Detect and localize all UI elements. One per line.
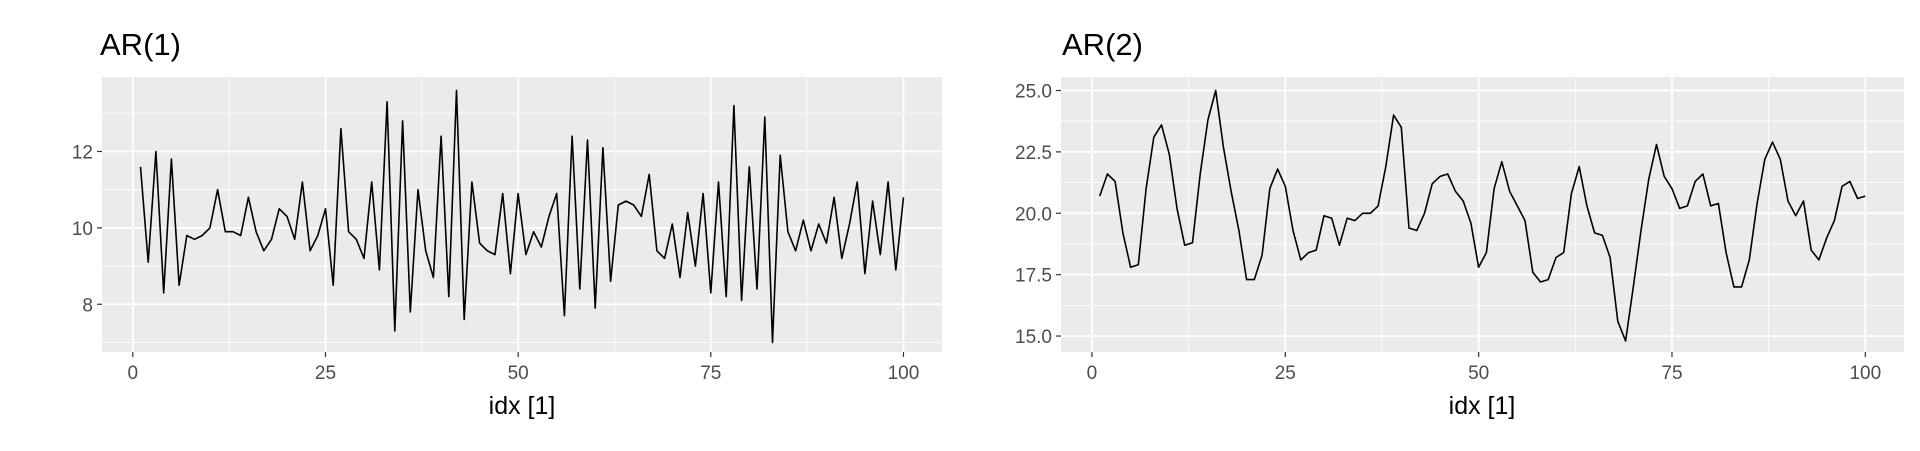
x-tick-label: 0 xyxy=(128,363,139,384)
chart-title: AR(1) xyxy=(100,27,181,62)
chart-ar1: 0 25 50 75 100 8 10 12 AR(1) idx [1] xyxy=(72,27,942,420)
series-line xyxy=(139,89,905,344)
x-tick-label: 50 xyxy=(1468,363,1489,384)
x-tick-label: 75 xyxy=(1661,363,1682,384)
plot-panel xyxy=(1061,77,1904,352)
y-tick-label: 8 xyxy=(82,295,93,316)
y-tick-label: 15.0 xyxy=(1015,327,1052,348)
x-tick-label: 75 xyxy=(700,363,721,384)
x-tick-label: 0 xyxy=(1087,363,1098,384)
plot-layer: 0 25 50 75 100 15.0 17.5 20.0 22.5 25.0 xyxy=(1015,77,1904,384)
series-line xyxy=(1098,89,1866,342)
x-tick-label: 100 xyxy=(1849,363,1881,384)
x-axis-title: idx [1] xyxy=(489,392,556,420)
y-tick-label: 20.0 xyxy=(1015,204,1052,225)
x-tick-label: 25 xyxy=(315,363,336,384)
plot-panel xyxy=(102,77,942,352)
y-tick-label: 12 xyxy=(72,142,93,163)
chart-ar2: 0 25 50 75 100 15.0 17.5 20.0 22.5 25.0 AR(2) idx… xyxy=(1015,27,1904,420)
x-tick-label: 25 xyxy=(1275,363,1296,384)
y-tick-label: 10 xyxy=(72,219,93,240)
x-tick-label: 100 xyxy=(888,363,920,384)
y-tick-label: 22.5 xyxy=(1015,143,1052,164)
x-tick-label: 50 xyxy=(508,363,529,384)
plot-layer: 0 25 50 75 100 8 10 12 xyxy=(72,77,942,384)
y-tick-label: 17.5 xyxy=(1015,266,1052,287)
x-axis-title: idx [1] xyxy=(1449,392,1516,420)
chart-title: AR(2) xyxy=(1062,27,1143,62)
y-tick-label: 25.0 xyxy=(1015,82,1052,103)
